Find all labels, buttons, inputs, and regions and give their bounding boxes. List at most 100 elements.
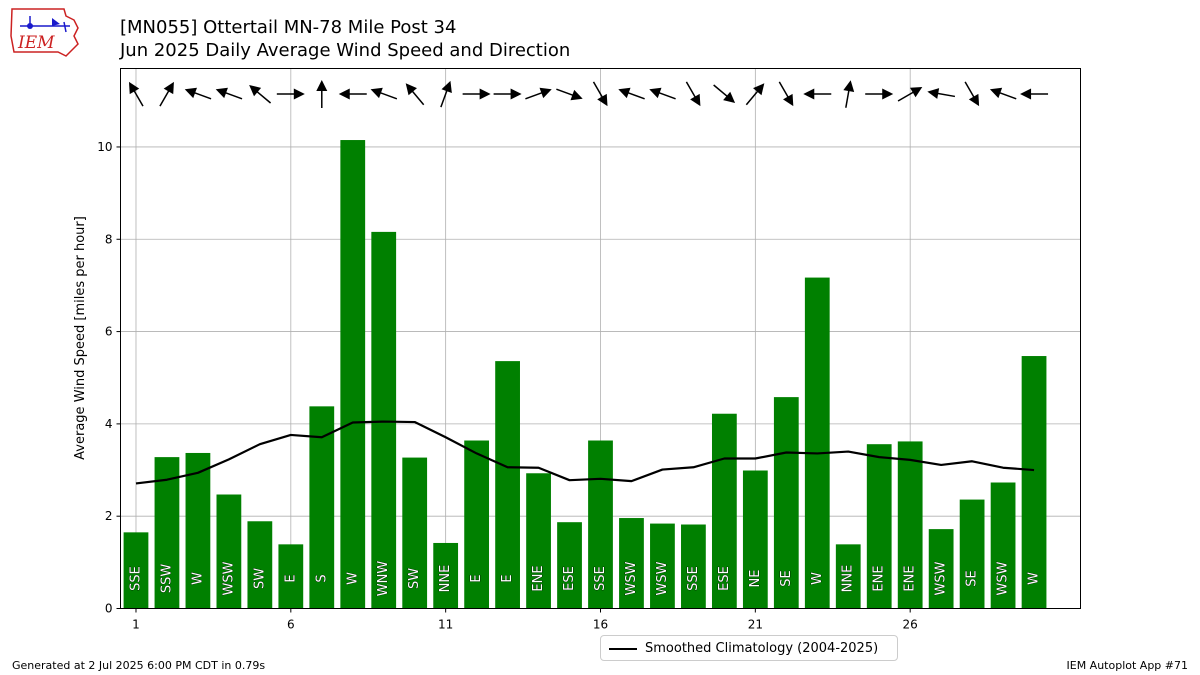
bar — [495, 361, 520, 609]
wind-arrow-shaft — [132, 88, 144, 107]
bar-direction-label: NNE — [438, 565, 453, 593]
bar-direction-label: SSW — [159, 564, 174, 594]
wind-arrow-head — [597, 93, 608, 107]
wind-arrow-icon — [276, 88, 305, 100]
chart-title: [MN055] Ottertail MN-78 Mile Post 34 — [120, 17, 457, 38]
wind-arrow-icon — [249, 85, 272, 104]
wind-arrow-icon — [964, 81, 980, 107]
bar — [123, 532, 149, 609]
wind-arrow-icon — [685, 81, 701, 107]
bar — [711, 413, 737, 609]
bar — [773, 397, 799, 609]
wind-arrow-icon — [803, 88, 832, 100]
wind-arrow-head — [843, 80, 855, 93]
wind-arrow-head — [405, 83, 417, 96]
bar-direction-label: ENE — [872, 565, 887, 591]
bar-direction-label: WSW — [221, 561, 236, 595]
wind-arrow-icon — [713, 84, 736, 103]
wind-arrow-icon — [440, 80, 452, 108]
y-tick-label: 2 — [105, 509, 113, 523]
bar — [990, 482, 1016, 609]
wind-arrow-head — [723, 91, 736, 103]
x-tick-label: 21 — [748, 618, 763, 632]
bar — [588, 440, 613, 609]
bar — [154, 457, 180, 609]
wind-arrow-icon — [897, 87, 923, 102]
bar — [866, 444, 892, 609]
wind-arrow-head — [910, 87, 923, 98]
wind-arrow-icon — [525, 87, 552, 100]
wind-arrow-shaft — [410, 88, 425, 106]
bar — [928, 529, 954, 609]
wind-arrow-icon — [745, 83, 765, 106]
wind-arrow-head — [927, 88, 940, 99]
bar-direction-label: SE — [965, 570, 980, 586]
bar — [340, 140, 366, 609]
wind-arrow-shaft — [556, 88, 576, 97]
y-tick-label: 4 — [105, 417, 113, 431]
bar-direction-label: SSE — [686, 566, 701, 591]
legend-label-climatology: Smoothed Climatology (2004-2025) — [645, 641, 879, 656]
bar-direction-label: SSE — [128, 566, 143, 591]
bar-direction-label: WSW — [996, 561, 1011, 595]
wind-arrow-icon — [128, 81, 144, 107]
bar-direction-label: W — [1027, 572, 1042, 585]
bar-direction-label: E — [500, 574, 515, 582]
wind-arrow-head — [539, 87, 552, 99]
bar — [897, 441, 923, 609]
y-tick-label: 6 — [105, 325, 113, 339]
bar-direction-label: WSW — [624, 561, 639, 595]
wind-arrow-icon — [865, 88, 894, 100]
wind-arrow-head — [479, 88, 491, 100]
wind-arrow-icon — [493, 88, 522, 100]
wind-arrow-head — [441, 80, 452, 94]
bar — [185, 452, 211, 609]
bar — [216, 494, 242, 609]
bar — [650, 523, 675, 609]
wind-arrow-shaft — [778, 81, 790, 100]
wind-arrow-icon — [316, 80, 328, 108]
wind-arrow-shaft — [964, 81, 976, 100]
wind-arrow-icon — [370, 87, 398, 100]
wind-arrow-head — [753, 83, 765, 96]
wind-arrow-shaft — [254, 89, 272, 104]
bar — [959, 499, 985, 609]
bar-direction-label: ENE — [903, 565, 918, 591]
bar — [402, 457, 428, 609]
wind-arrow-icon — [778, 81, 794, 107]
bar-direction-label: WNW — [376, 561, 391, 597]
chart-legend: Smoothed Climatology (2004-2025) — [600, 635, 898, 661]
y-tick-label: 8 — [105, 232, 113, 246]
wind-arrow-icon — [462, 88, 491, 100]
bar — [835, 544, 861, 609]
wind-arrow-icon — [159, 81, 174, 107]
bar — [309, 406, 335, 609]
wind-arrow-shaft — [625, 91, 645, 100]
bar-direction-label: ESE — [717, 566, 732, 591]
wind-arrow-head — [316, 80, 328, 91]
legend-line-swatch — [609, 648, 637, 650]
bar — [681, 524, 706, 609]
wind-arrow-head — [803, 88, 815, 100]
bar-direction-label: NNE — [841, 565, 856, 593]
wind-arrow-head — [215, 87, 228, 99]
wind-arrow-icon — [618, 87, 645, 100]
y-tick-label: 10 — [97, 140, 112, 154]
wind-arrow-icon — [556, 88, 583, 101]
x-tick-label: 6 — [287, 618, 295, 632]
iem-logo: IEM — [8, 6, 82, 62]
y-axis-label: Average Wind Speed [miles per hour] — [73, 216, 88, 460]
wind-arrow-head — [882, 88, 894, 100]
wind-arrow-head — [783, 93, 794, 107]
wind-arrow-shaft — [222, 91, 243, 100]
wind-arrow-shaft — [525, 91, 545, 100]
wind-arrow-head — [1020, 88, 1032, 100]
wind-arrow-head — [989, 87, 1003, 99]
wind-arrow-icon — [927, 88, 956, 99]
wind-arrow-head — [649, 87, 662, 99]
wind-arrow-icon — [1020, 88, 1049, 100]
x-tick-label: 11 — [438, 618, 453, 632]
x-tick-label: 1 — [132, 618, 140, 632]
wind-arrow-shaft — [592, 81, 605, 100]
